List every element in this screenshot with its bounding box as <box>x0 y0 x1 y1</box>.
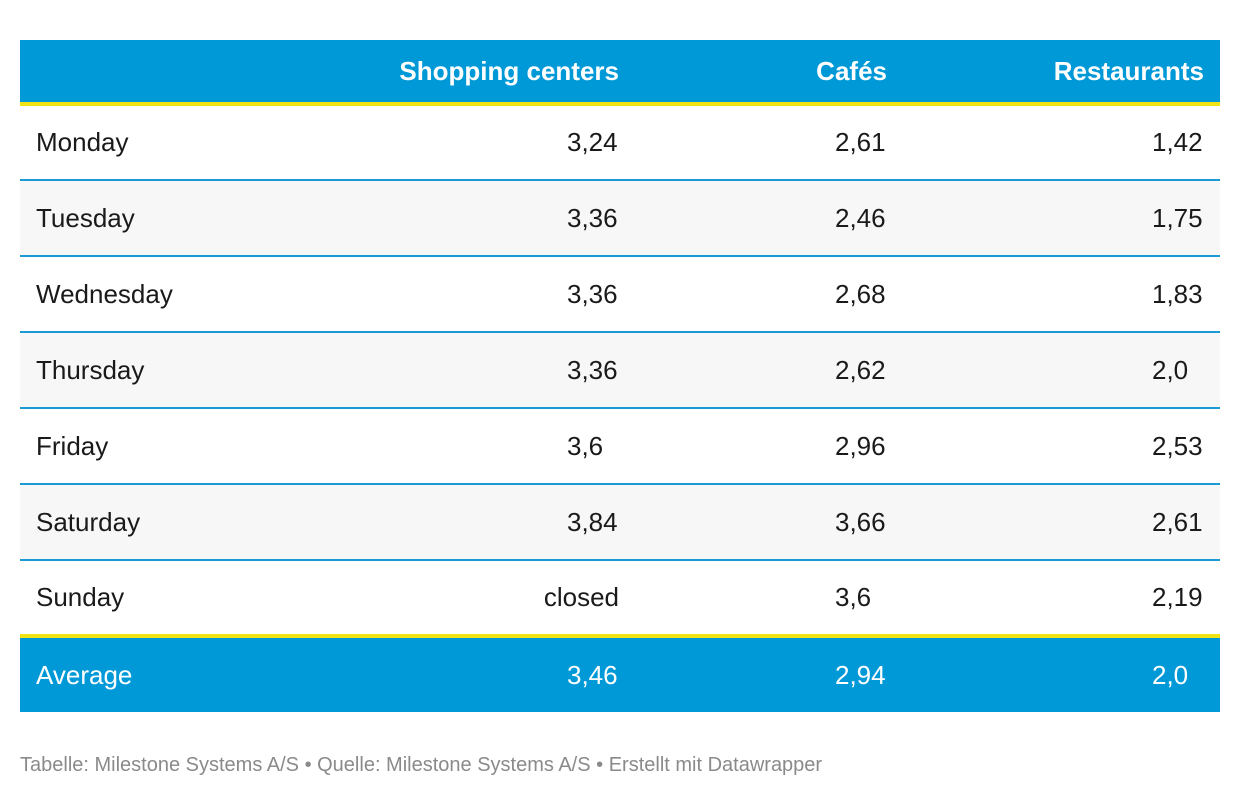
summary-value: 2,94 <box>835 659 886 690</box>
table-row: Monday 3,24 2,61 1,42 <box>20 104 1220 180</box>
table-row: Sunday closed 3,6 2,19 <box>20 560 1220 636</box>
cell-value: 2,61 <box>835 127 886 157</box>
cell-value: 3,24 <box>567 127 618 157</box>
table-cell: 1,75 <box>903 180 1220 256</box>
table-cell: 2,53 <box>903 408 1220 484</box>
summary-row: Average 3,46 2,94 2,0 <box>20 636 1220 712</box>
header-restaurants[interactable]: Restaurants <box>1053 55 1204 86</box>
table-header-row: Shopping centers Cafés Restaurants <box>20 40 1220 104</box>
cell-value: 2,19 <box>1152 582 1203 612</box>
cell-value: 3,36 <box>567 202 618 233</box>
row-label: Tuesday <box>36 202 135 233</box>
row-label: Saturday <box>36 506 141 537</box>
table-body: Monday 3,24 2,61 1,42 Tuesday 3,36 2,46 1,75 Wed… <box>20 104 1220 636</box>
table-cell: 3,84 <box>260 484 635 560</box>
header-label-column <box>20 40 260 104</box>
table-row: Saturday 3,84 3,66 2,61 <box>20 484 1220 560</box>
table-cell: 1,83 <box>903 256 1220 332</box>
table-cell: 2,61 <box>903 484 1220 560</box>
summary-cell: 2,0 <box>903 636 1220 712</box>
table-cell: 3,6 <box>635 560 903 636</box>
cell-value: closed <box>543 582 619 612</box>
cell-value: 2,46 <box>835 202 886 233</box>
data-table-container: Shopping centers Cafés Restaurants Monda… <box>20 40 1220 712</box>
row-label: Thursday <box>36 354 145 385</box>
table-cell: 3,36 <box>260 332 635 408</box>
row-label: Sunday <box>36 582 125 612</box>
table-cell: 2,61 <box>635 104 903 180</box>
table-row: Tuesday 3,36 2,46 1,75 <box>20 180 1220 256</box>
cell-value: 3,6 <box>567 430 604 461</box>
cell-value: 3,84 <box>567 506 618 537</box>
table-cell: 2,0 <box>903 332 1220 408</box>
cell-value: 2,0 <box>1152 354 1189 385</box>
table-row: Thursday 3,36 2,62 2,0 <box>20 332 1220 408</box>
source-footer: Tabelle: Milestone Systems A/S • Quelle:… <box>20 754 823 776</box>
cell-value: 3,66 <box>835 506 886 537</box>
cell-value: 2,62 <box>835 354 886 385</box>
cell-value: 1,75 <box>1152 202 1203 233</box>
summary-value: 3,46 <box>567 659 618 690</box>
table-cell: 3,6 <box>260 408 635 484</box>
cell-value: 3,36 <box>567 278 618 309</box>
table-row: Wednesday 3,36 2,68 1,83 <box>20 256 1220 332</box>
table-cell: 2,96 <box>635 408 903 484</box>
cell-value: 2,68 <box>835 278 886 309</box>
cell-value: 2,53 <box>1152 430 1203 461</box>
cell-value: 3,6 <box>835 582 872 612</box>
header-cafes[interactable]: Cafés <box>816 55 887 86</box>
table-row: Friday 3,6 2,96 2,53 <box>20 408 1220 484</box>
table-cell: 2,68 <box>635 256 903 332</box>
summary-cell: 2,94 <box>635 636 903 712</box>
table-cell: 1,42 <box>903 104 1220 180</box>
cell-value: 2,96 <box>835 430 886 461</box>
row-label: Monday <box>36 127 129 157</box>
row-label: Friday <box>36 430 109 461</box>
cell-value: 2,61 <box>1152 506 1203 537</box>
table-cell: 2,46 <box>635 180 903 256</box>
table-cell: 3,36 <box>260 256 635 332</box>
summary-label: Average <box>36 659 133 690</box>
data-table: Shopping centers Cafés Restaurants Monda… <box>20 40 1220 712</box>
summary-value: 2,0 <box>1152 659 1189 690</box>
row-label: Wednesday <box>36 278 173 309</box>
cell-value: 1,83 <box>1152 278 1203 309</box>
summary-cell: 3,46 <box>260 636 635 712</box>
table-cell: 3,36 <box>260 180 635 256</box>
header-shopping-centers[interactable]: Shopping centers <box>399 55 619 86</box>
table-cell: closed <box>260 560 635 636</box>
table-cell: 2,62 <box>635 332 903 408</box>
table-cell: 3,24 <box>260 104 635 180</box>
table-cell: 2,19 <box>903 560 1220 636</box>
cell-value: 1,42 <box>1152 127 1203 157</box>
table-cell: 3,66 <box>635 484 903 560</box>
cell-value: 3,36 <box>567 354 618 385</box>
